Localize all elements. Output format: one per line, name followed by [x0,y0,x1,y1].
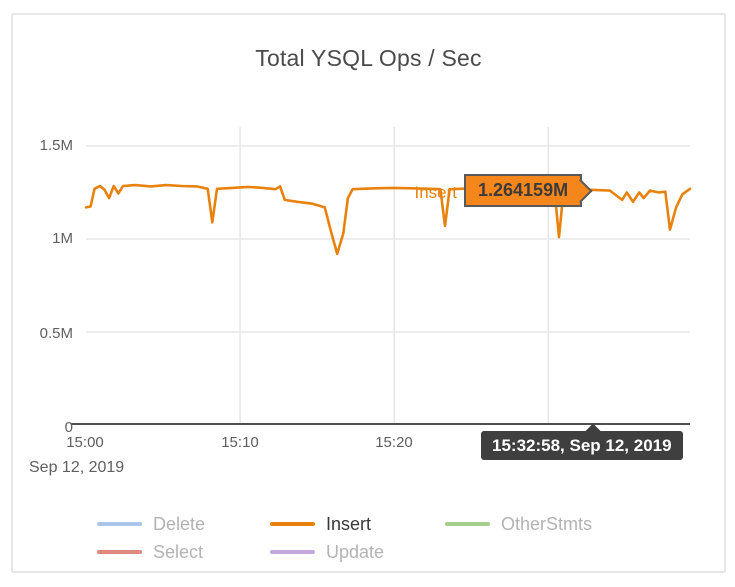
x-axis-date-label: Sep 12, 2019 [29,459,125,476]
select-series-swatch-icon [97,550,142,554]
legend-label: OtherStmts [501,513,593,534]
chart-legend: Delete Insert OtherStmts Select Update [97,513,685,563]
y-tick-1-5m: 1.5M [39,137,73,154]
chart-card: Total YSQL Ops / Sec 1.5M 1M 0.5M 0 15:0… [11,13,726,573]
value-tooltip: 1.264159M [464,174,593,207]
legend-label: Insert [326,513,372,534]
legend-item-delete[interactable]: Delete [97,513,270,535]
x-tick-15-10: 15:10 [221,434,259,451]
time-tooltip: 15:32:58, Sep 12, 2019 [481,423,683,460]
legend-item-update[interactable]: Update [270,541,445,563]
legend-item-insert[interactable]: Insert [270,513,445,535]
time-tooltip-text: 15:32:58, Sep 12, 2019 [492,436,672,455]
insert-series-swatch-icon [270,522,315,526]
legend-item-select[interactable]: Select [97,541,270,563]
y-tick-0-5m: 0.5M [39,325,73,342]
legend-item-otherstmts[interactable]: OtherStmts [445,513,685,535]
value-tooltip-text: 1.264159M [478,180,569,200]
legend-label: Update [326,541,385,562]
chart-title: Total YSQL Ops / Sec [255,45,482,71]
line-chart-plot[interactable] [13,15,724,571]
legend-label: Select [153,541,204,562]
delete-series-swatch-icon [97,522,142,526]
x-tick-15-00: 15:00 [66,434,104,451]
update-series-swatch-icon [270,550,315,554]
insert-series-label: Insert [414,183,457,202]
y-tick-1m: 1M [52,230,73,247]
y-tick-0: 0 [64,419,73,436]
x-tick-15-20: 15:20 [375,434,413,451]
otherstmts-series-swatch-icon [445,522,490,526]
legend-label: Delete [153,513,206,534]
